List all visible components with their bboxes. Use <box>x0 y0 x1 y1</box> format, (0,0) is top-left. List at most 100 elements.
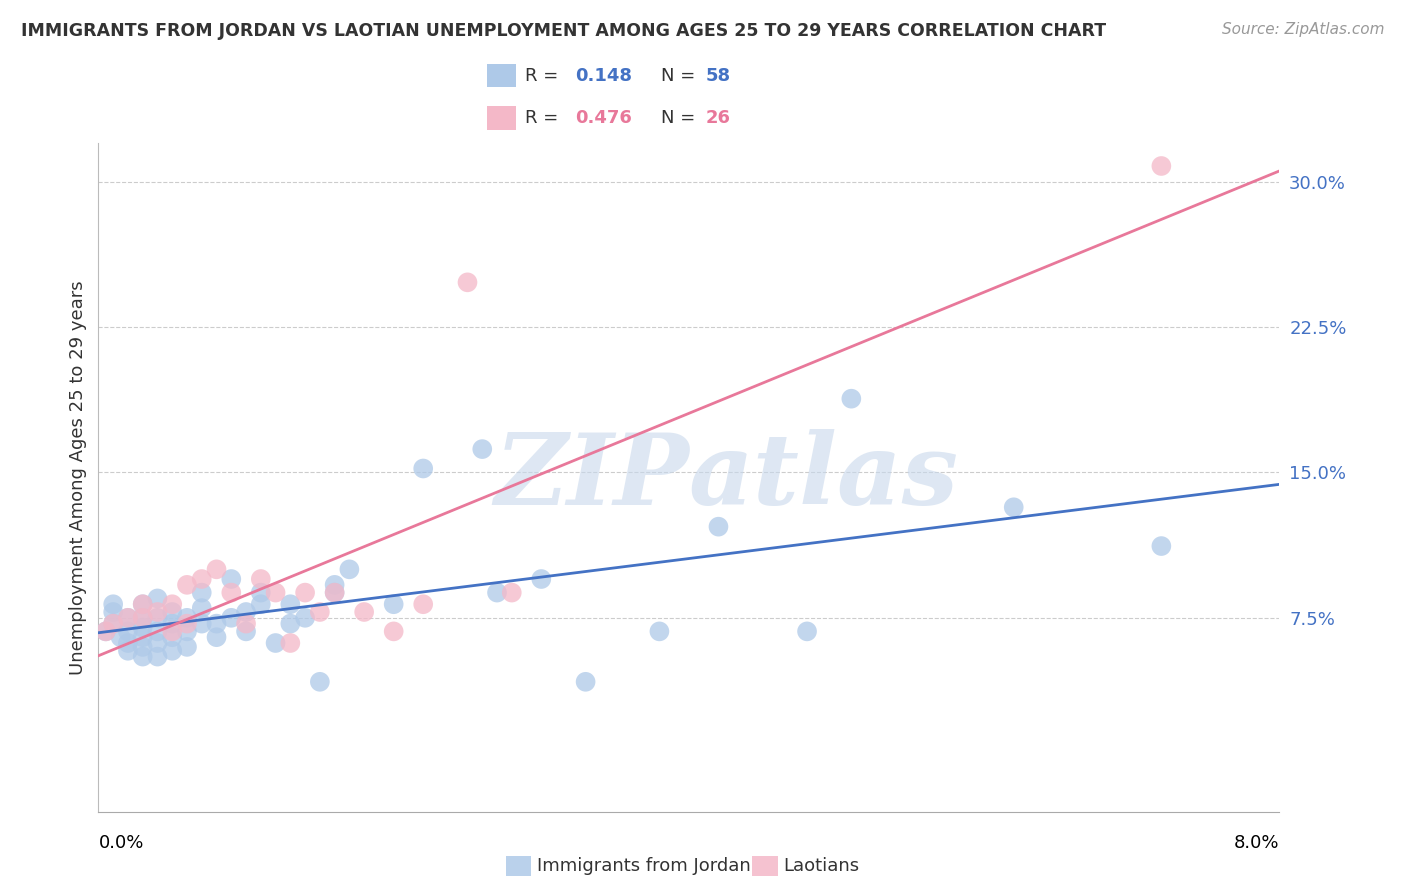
Text: 0.0%: 0.0% <box>98 834 143 852</box>
Point <box>162 605 183 619</box>
Point <box>235 616 257 631</box>
Point <box>103 616 124 631</box>
Text: 0.148: 0.148 <box>575 67 633 85</box>
Text: 8.0%: 8.0% <box>1234 834 1279 852</box>
Point <box>146 611 169 625</box>
Point <box>146 591 169 606</box>
Point <box>323 585 346 599</box>
Point <box>117 611 139 625</box>
Point <box>574 674 596 689</box>
Point <box>176 578 198 592</box>
Point <box>162 630 183 644</box>
Text: IMMIGRANTS FROM JORDAN VS LAOTIAN UNEMPLOYMENT AMONG AGES 25 TO 29 YEARS CORRELA: IMMIGRANTS FROM JORDAN VS LAOTIAN UNEMPL… <box>21 22 1107 40</box>
Point <box>132 630 155 644</box>
Text: 58: 58 <box>706 67 731 85</box>
Point <box>278 597 301 611</box>
Point <box>250 597 273 611</box>
Point <box>235 605 257 619</box>
Point <box>205 616 228 631</box>
Point <box>382 597 405 611</box>
Text: N =: N = <box>661 67 696 85</box>
FancyBboxPatch shape <box>486 106 516 130</box>
Point <box>132 611 155 625</box>
Point <box>146 624 169 639</box>
Point <box>501 585 523 599</box>
Text: R =: R = <box>526 67 558 85</box>
Point <box>176 616 198 631</box>
Point <box>176 611 198 625</box>
Text: 26: 26 <box>706 109 730 127</box>
Text: Laotians: Laotians <box>783 857 859 875</box>
Point <box>146 636 169 650</box>
Point <box>117 644 139 658</box>
Point <box>146 649 169 664</box>
Point <box>117 611 139 625</box>
Point <box>796 624 818 639</box>
Point <box>132 620 155 634</box>
Point <box>235 624 257 639</box>
Point <box>162 644 183 658</box>
Point <box>219 585 242 599</box>
Point <box>648 624 671 639</box>
Point <box>323 585 346 599</box>
Point <box>132 597 155 611</box>
Point <box>117 624 139 639</box>
Point <box>1002 500 1025 515</box>
Point <box>191 585 214 599</box>
Point <box>337 562 360 576</box>
Text: ZIP: ZIP <box>494 429 689 525</box>
Point <box>278 636 301 650</box>
Point <box>264 636 287 650</box>
Point <box>162 624 183 639</box>
Point <box>485 585 508 599</box>
Point <box>205 562 228 576</box>
Point <box>219 611 242 625</box>
Text: Source: ZipAtlas.com: Source: ZipAtlas.com <box>1222 22 1385 37</box>
Point <box>839 392 862 406</box>
Point <box>132 597 155 611</box>
Point <box>117 636 139 650</box>
Point <box>308 674 332 689</box>
Point <box>264 585 287 599</box>
Point <box>323 578 346 592</box>
Point <box>707 519 730 533</box>
Point <box>250 585 273 599</box>
Point <box>162 597 183 611</box>
Point <box>146 605 169 619</box>
Point <box>353 605 375 619</box>
Point <box>132 640 155 654</box>
Point <box>205 630 228 644</box>
Text: Immigrants from Jordan: Immigrants from Jordan <box>537 857 751 875</box>
Point <box>132 611 155 625</box>
Point <box>294 611 316 625</box>
Point <box>103 616 124 631</box>
Text: R =: R = <box>526 109 558 127</box>
Text: atlas: atlas <box>689 429 959 525</box>
Point <box>110 630 132 644</box>
Point <box>219 572 242 586</box>
Point <box>103 597 124 611</box>
Point <box>103 605 124 619</box>
Point <box>1150 539 1173 553</box>
FancyBboxPatch shape <box>486 63 516 87</box>
Point <box>456 276 478 290</box>
Point <box>250 572 273 586</box>
Point <box>412 597 434 611</box>
Point <box>294 585 316 599</box>
Point <box>94 624 117 639</box>
Point <box>162 616 183 631</box>
Point <box>191 601 214 615</box>
Point <box>308 605 332 619</box>
Text: 0.476: 0.476 <box>575 109 633 127</box>
Point <box>412 461 434 475</box>
Point <box>191 572 214 586</box>
Point <box>176 624 198 639</box>
Point <box>1150 159 1173 173</box>
Point <box>191 616 214 631</box>
Point <box>471 442 494 456</box>
Point <box>132 649 155 664</box>
Point <box>94 624 117 639</box>
Point <box>530 572 553 586</box>
Text: N =: N = <box>661 109 696 127</box>
Y-axis label: Unemployment Among Ages 25 to 29 years: Unemployment Among Ages 25 to 29 years <box>69 280 87 674</box>
